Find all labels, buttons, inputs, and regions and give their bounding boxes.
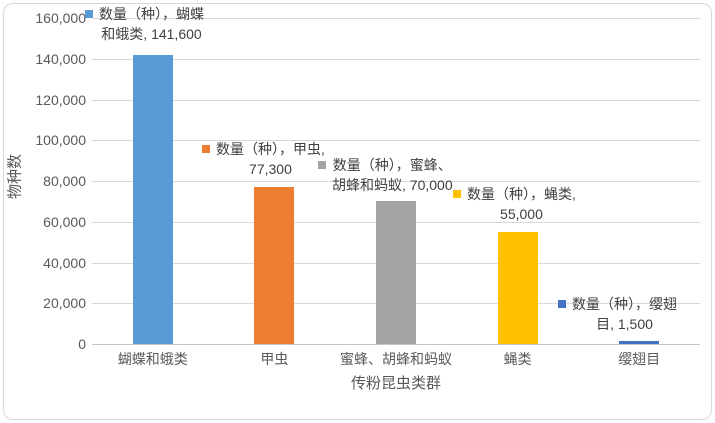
series-marker-icon (558, 300, 566, 308)
data-label: 数量（种），甲虫, 77,300 (202, 139, 325, 179)
y-tick-label: 140,000 (35, 50, 86, 67)
data-label-line: 数量（种），蜜蜂、 (332, 157, 452, 173)
y-tick-label: 20,000 (43, 295, 86, 312)
bar (254, 186, 295, 344)
x-category-label: 缨翅目 (618, 351, 661, 367)
data-label-line: 胡蜂和蚂蚁, 70,000 (332, 177, 453, 193)
x-category-label: 甲虫 (260, 351, 289, 367)
gridline (92, 140, 700, 142)
gridline (92, 181, 700, 182)
data-label-text: 数量（种），蝴蝶 和蛾类, 141,600 (99, 4, 204, 44)
x-category-label: 蝴蝶和蛾类 (117, 351, 188, 367)
y-tick-label: 60,000 (43, 213, 86, 230)
data-label-text: 数量（种），缨翅 目, 1,500 (572, 294, 677, 334)
data-label: 数量（种），蝇类, 55,000 (453, 184, 576, 224)
bar (497, 231, 538, 344)
gridline (92, 58, 700, 60)
series-marker-icon (85, 10, 93, 18)
bar (619, 340, 660, 344)
bar (132, 55, 173, 344)
x-axis-line (92, 344, 700, 345)
x-axis-title: 传粉昆虫类群 (350, 375, 441, 392)
y-tick-label: 0 (78, 336, 86, 352)
series-marker-icon (453, 190, 461, 198)
data-label-line: 77,300 (249, 161, 292, 177)
series-marker-icon (318, 161, 326, 169)
gridline (92, 18, 700, 19)
data-label-line: 数量（种），蝴蝶 (99, 6, 204, 22)
y-tick-label: 120,000 (35, 91, 86, 108)
data-label-line: 和蛾类, 141,600 (101, 26, 202, 42)
y-tick-label: 100,000 (35, 132, 86, 149)
data-label-line: 数量（种），甲虫, (216, 141, 325, 157)
data-label-line: 55,000 (500, 206, 543, 222)
series-marker-icon (202, 145, 210, 153)
x-category-label: 蝇类 (503, 351, 532, 367)
y-tick-label: 40,000 (43, 254, 86, 271)
y-tick-label: 80,000 (43, 173, 86, 189)
y-tick-label: 160,000 (35, 10, 86, 26)
data-label-text: 数量（种），蜜蜂、 胡蜂和蚂蚁, 70,000 (332, 155, 453, 195)
data-label: 数量（种），缨翅 目, 1,500 (558, 294, 677, 334)
data-label-text: 数量（种），甲虫, 77,300 (216, 139, 325, 179)
bar (376, 201, 416, 344)
x-category-label: 蜜蜂、胡蜂和蚂蚁 (340, 351, 452, 367)
data-label: 数量（种），蝴蝶 和蛾类, 141,600 (85, 4, 204, 44)
data-label-line: 数量（种），缨翅 (572, 296, 677, 312)
data-label-line: 数量（种），蝇类, (467, 186, 576, 202)
data-label-line: 目, 1,500 (596, 316, 653, 332)
gridline (92, 99, 700, 101)
data-label: 数量（种），蜜蜂、 胡蜂和蚂蚁, 70,000 (318, 155, 453, 195)
chart-frame (3, 3, 712, 420)
data-label-text: 数量（种），蝇类, 55,000 (467, 184, 576, 224)
